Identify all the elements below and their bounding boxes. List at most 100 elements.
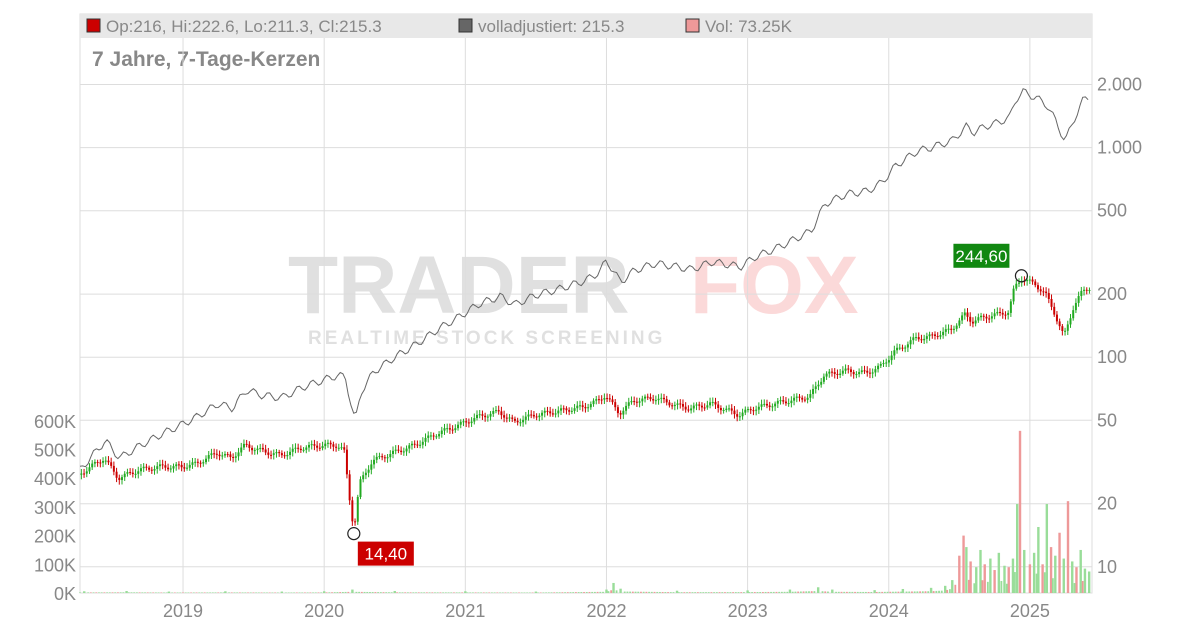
candle-body [942, 331, 945, 336]
candle-body [912, 337, 915, 341]
candle-body [183, 467, 186, 469]
price-tick-label: 50 [1097, 410, 1117, 430]
volume-bar [518, 592, 520, 593]
candle-body [917, 337, 920, 340]
price-tick-label: 1.000 [1097, 138, 1142, 158]
candle-body [990, 316, 993, 319]
candle-body [356, 496, 359, 522]
candle-body [1064, 330, 1067, 332]
volume-bar [241, 592, 244, 593]
volume-bar [165, 592, 168, 593]
candle-body [400, 450, 403, 453]
candle-body [392, 450, 395, 454]
candle-body [253, 450, 256, 452]
candle-body [1036, 285, 1039, 290]
candle-body [259, 447, 262, 449]
candle-body [427, 435, 430, 438]
volume-bar [523, 592, 526, 593]
candle-body [570, 410, 573, 412]
volume-bar [894, 591, 897, 593]
volume-bar [268, 592, 271, 593]
volume-bar [114, 592, 117, 593]
candle-body [164, 465, 167, 468]
candle-body [251, 447, 254, 451]
volume-bar [477, 592, 480, 593]
price-tick-label: 100 [1097, 347, 1127, 367]
volume-bar [753, 592, 756, 593]
candle-body [614, 402, 617, 408]
volume-bar [867, 591, 870, 593]
volume-bar [344, 591, 347, 593]
volume-bar [729, 592, 732, 593]
candle-body [137, 471, 140, 474]
candle-body [969, 316, 972, 322]
volume-bar [388, 592, 390, 593]
volume-bar [528, 592, 531, 593]
volume-bar [1037, 526, 1040, 593]
volume-bar [969, 561, 972, 593]
volume-bar [805, 591, 808, 593]
volume-bar [230, 592, 233, 593]
volume-bar [407, 592, 409, 593]
candle-body [148, 467, 151, 470]
candle-body [595, 399, 598, 401]
volume-bar [504, 592, 507, 593]
volume-bar [1003, 565, 1006, 593]
volume-bar [385, 592, 388, 593]
volume-bar [293, 592, 295, 593]
volume-bar [214, 592, 217, 593]
volume-bar [347, 591, 350, 593]
volume-bar [843, 591, 846, 593]
candle-body [725, 408, 728, 410]
volume-bar [415, 592, 417, 593]
volume-bar [130, 592, 133, 593]
high-badge [953, 243, 1010, 268]
candle-body [771, 406, 774, 408]
candle-body [205, 458, 208, 463]
candle-body [440, 430, 443, 435]
volume-bar [1071, 561, 1074, 593]
candle-body [730, 408, 733, 411]
candle-body [644, 396, 647, 399]
ohlc-legend-text: Op:216, Hi:222.6, Lo:211.3, Cl:215.3 [106, 17, 382, 36]
volume-bar [967, 579, 970, 593]
volume-bar [224, 591, 227, 593]
volume-bar [626, 591, 629, 593]
candle-body [950, 328, 953, 330]
volume-bar [1081, 580, 1084, 593]
watermark-brand-left: TRADER [288, 240, 630, 331]
candle-body [1018, 282, 1021, 284]
volume-bar [1087, 571, 1091, 593]
candle-body [1069, 318, 1072, 325]
volume-bar [718, 592, 721, 593]
candle-body [977, 317, 980, 321]
candle-body [191, 462, 194, 465]
volume-bar [688, 592, 691, 593]
candle-body [933, 334, 936, 336]
volume-bar [577, 592, 580, 593]
candle-body [245, 443, 248, 445]
legend-bar [80, 14, 1092, 38]
volume-bar [802, 591, 805, 593]
volume-bar [878, 591, 881, 593]
volume-bar [572, 592, 575, 593]
candle-body [470, 421, 473, 424]
candle-body [936, 335, 939, 337]
volume-bar [491, 592, 493, 593]
volume-bar [428, 592, 431, 593]
candle-body [150, 469, 153, 471]
volume-bar [206, 592, 209, 593]
volume-bar [1023, 549, 1026, 593]
candle-body [527, 414, 530, 417]
volume-bar [453, 592, 455, 593]
candle-body [102, 460, 105, 463]
candle-body [793, 397, 796, 401]
volume-bar [317, 592, 320, 593]
volume-bar [705, 592, 707, 593]
volume-bar [136, 592, 138, 593]
volume-bar [146, 592, 149, 593]
candle-body [787, 403, 790, 405]
volume-bar [160, 592, 163, 593]
candle-body [1045, 291, 1048, 294]
volume-bar [856, 591, 859, 593]
